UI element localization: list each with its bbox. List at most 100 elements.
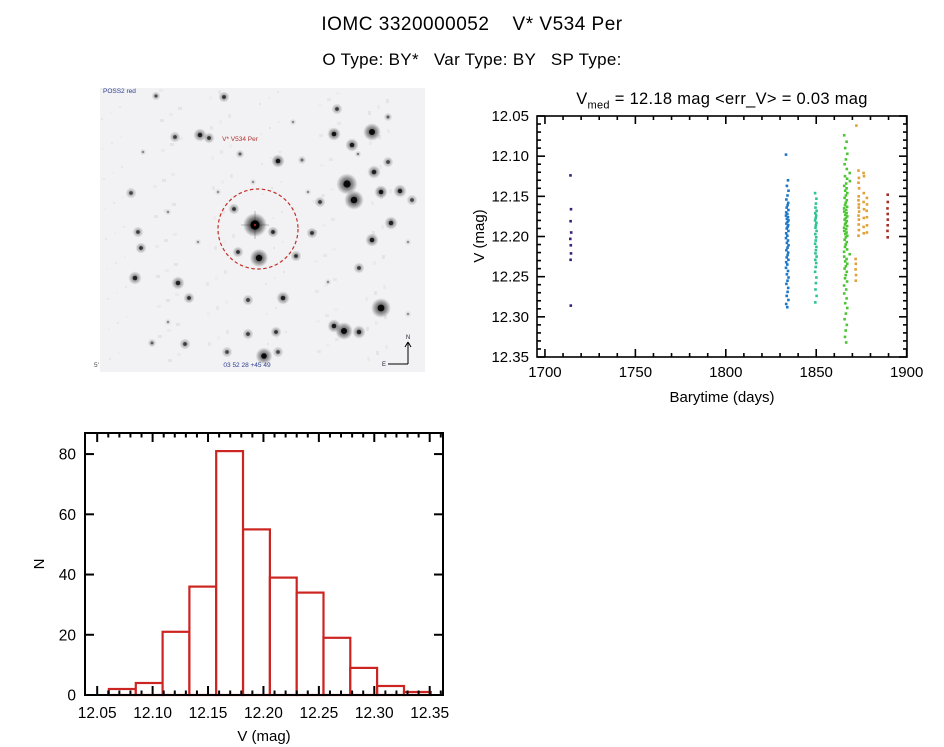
- data-point: [786, 253, 789, 257]
- data-point: [786, 212, 789, 216]
- histogram-bar: [322, 636, 352, 697]
- data-point: [814, 206, 817, 209]
- data-point: [862, 171, 865, 175]
- data-point: [854, 273, 858, 277]
- data-point: [846, 215, 849, 218]
- data-point: [848, 252, 851, 256]
- data-point: [844, 221, 847, 225]
- finder-coords-label: 03 52 28 +45 49: [223, 362, 271, 369]
- data-point: [886, 236, 889, 239]
- svg-text:1800: 1800: [709, 364, 742, 381]
- data-point: [865, 224, 869, 227]
- target-circle: [217, 188, 299, 270]
- data-point: [865, 196, 869, 200]
- finder-target-label: V* V534 Per: [222, 136, 258, 143]
- data-point: [843, 189, 847, 192]
- data-point: [842, 292, 846, 295]
- data-point: [814, 261, 818, 265]
- svg-text:12.30: 12.30: [355, 705, 394, 722]
- data-point: [813, 270, 817, 274]
- svg-text:12.25: 12.25: [299, 705, 338, 722]
- finder-scale-label: 5': [94, 362, 99, 369]
- data-point: [843, 317, 846, 321]
- data-point: [784, 153, 788, 156]
- data-point: [845, 224, 849, 228]
- data-point: [842, 210, 846, 213]
- lightcurve-series-purple: [569, 174, 573, 307]
- histogram-plot: 12.05 12.10 12.15 12.20 12.25 12.30 12.35 0 20 40…: [31, 432, 449, 745]
- data-point: [842, 255, 846, 258]
- data-point: [865, 209, 868, 213]
- data-point: [786, 203, 789, 207]
- data-point: [886, 218, 890, 221]
- data-point: [813, 191, 817, 195]
- data-point: [848, 179, 852, 183]
- data-point: [815, 255, 818, 258]
- data-point: [845, 199, 849, 202]
- data-point: [815, 209, 818, 213]
- data-point: [815, 229, 818, 233]
- data-point: [843, 238, 846, 241]
- data-point: [569, 237, 572, 241]
- data-point: [886, 212, 889, 216]
- data-point: [842, 134, 846, 137]
- histogram-bar: [161, 630, 191, 697]
- data-point: [787, 208, 790, 212]
- data-point: [843, 245, 847, 249]
- data-point: [845, 248, 849, 251]
- lightcurve-title-var: V: [576, 90, 588, 108]
- data-point: [854, 268, 857, 271]
- data-point: [815, 221, 818, 225]
- data-point: [815, 197, 818, 200]
- data-point: [786, 290, 789, 294]
- data-point: [814, 226, 817, 229]
- data-point: [814, 301, 817, 304]
- data-point: [862, 191, 866, 195]
- svg-text:1900: 1900: [890, 364, 923, 381]
- histogram-bars: [107, 450, 432, 697]
- svg-text:12.10: 12.10: [133, 705, 172, 722]
- data-point: [845, 231, 848, 234]
- data-point: [845, 177, 849, 180]
- data-point: [814, 248, 818, 252]
- data-point: [845, 280, 849, 283]
- data-point: [846, 262, 849, 266]
- data-point: [857, 203, 861, 206]
- lightcurve-axis-labels: Barytime (days) V (mag): [471, 209, 775, 406]
- data-point: [785, 248, 788, 252]
- svg-text:12.30: 12.30: [491, 309, 529, 326]
- data-point: [842, 250, 846, 254]
- histogram-axis-labels: V (mag) N: [31, 559, 291, 745]
- data-point: [844, 208, 848, 212]
- data-point: [845, 240, 849, 244]
- data-point: [814, 224, 818, 227]
- svg-text:12.20: 12.20: [491, 229, 529, 246]
- data-point: [857, 176, 861, 180]
- data-point: [569, 174, 572, 177]
- lightcurve-series-darkred: [886, 193, 890, 239]
- data-point: [787, 258, 790, 262]
- data-point: [843, 146, 847, 150]
- data-point: [862, 216, 866, 220]
- data-point: [814, 216, 817, 220]
- data-point: [845, 140, 848, 143]
- svg-text:12.05: 12.05: [491, 108, 529, 125]
- svg-text:12.35: 12.35: [491, 349, 529, 366]
- data-point: [842, 226, 846, 229]
- data-point: [842, 184, 846, 188]
- data-point: [569, 244, 573, 247]
- svg-text:1700: 1700: [528, 364, 561, 381]
- data-point: [844, 243, 847, 246]
- data-point: [813, 242, 817, 245]
- histogram-bar: [134, 681, 164, 697]
- data-point: [843, 203, 847, 207]
- data-point: [785, 217, 789, 221]
- svg-text:1750: 1750: [619, 364, 652, 381]
- data-point: [845, 219, 849, 223]
- data-point: [787, 298, 790, 302]
- data-point: [787, 189, 790, 192]
- svg-text:12.25: 12.25: [491, 269, 529, 286]
- data-point: [845, 323, 849, 327]
- data-point: [785, 184, 789, 188]
- data-point: [857, 234, 860, 237]
